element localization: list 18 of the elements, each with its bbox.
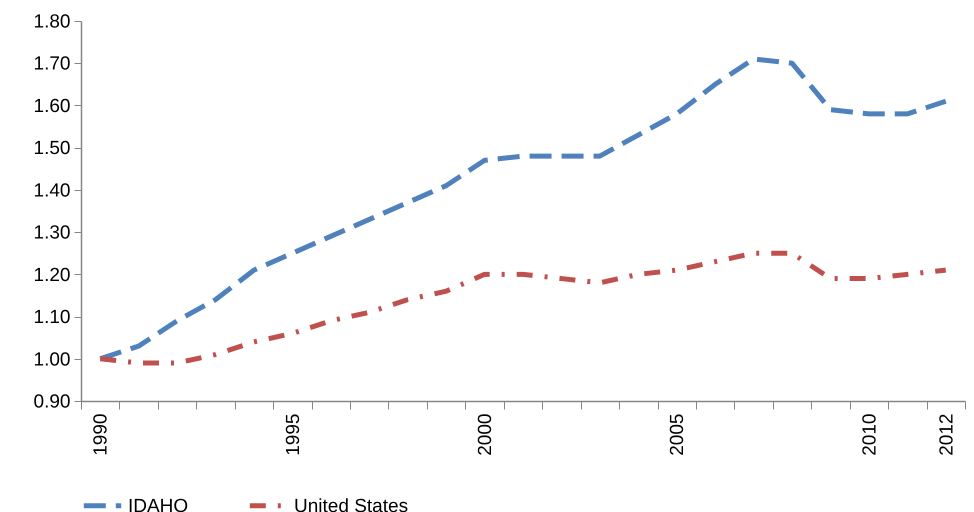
x-tick-label: 1995 (282, 414, 304, 456)
x-tick-label: 1990 (90, 414, 112, 456)
x-tick-label: 2000 (475, 414, 496, 456)
legend-label: United States (294, 496, 408, 512)
y-tick-label: 1.80 (34, 12, 70, 32)
y-tick-label: 1.10 (34, 307, 70, 328)
y-tick-label: 1.40 (34, 180, 70, 202)
y-tick-label: 1.50 (34, 138, 70, 160)
x-tick-label: 2012 (936, 414, 958, 456)
y-tick-label: 0.90 (34, 392, 70, 412)
x-tick-label: 2010 (859, 414, 880, 456)
legend-label: IDAHO (128, 496, 188, 512)
y-tick-label: 1.70 (34, 54, 70, 75)
y-tick-label: 1.00 (34, 349, 70, 370)
y-tick-label: 1.30 (34, 222, 70, 244)
y-tick-label: 1.60 (34, 96, 70, 117)
x-tick-label: 2005 (667, 414, 688, 456)
y-tick-label: 1.20 (34, 264, 70, 286)
